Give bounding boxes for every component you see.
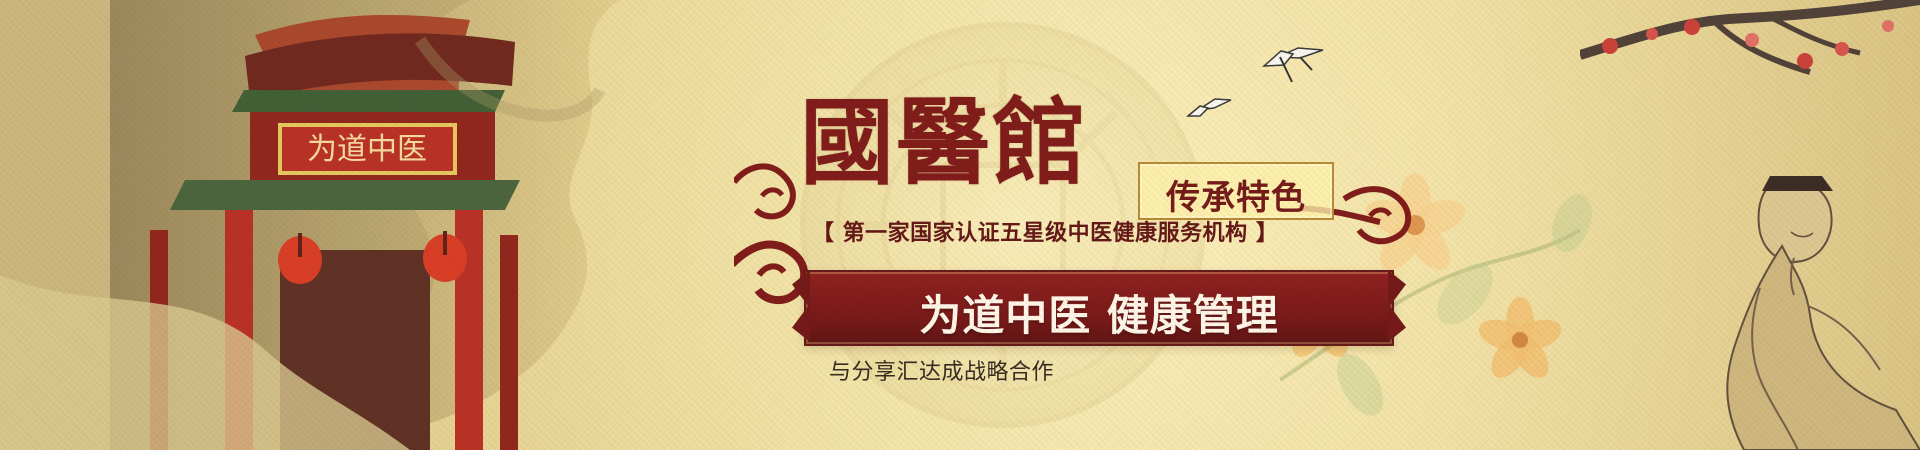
partnership-caption: 与分享汇达成战略合作 (829, 360, 1055, 385)
crane-birds-illustration (1185, 47, 1324, 117)
hero-title: 國醫館 (800, 88, 1089, 198)
sage-portrait-illustration (1726, 176, 1920, 450)
signboard-text: 为道中医 (307, 132, 427, 167)
heritage-badge-text: 传承特色 (1166, 178, 1306, 218)
ribbon-text: 为道中医 健康管理 (919, 291, 1279, 340)
heritage-badge: 传承特色 (1138, 162, 1334, 220)
headline-group: 國醫館 传承特色 【 第一家国家认证五星级中医健康服务机构 】 为道中医 健康管… (734, 96, 1460, 385)
main-ribbon: 为道中医 健康管理 (804, 270, 1394, 346)
hero-subtitle: 【 第一家国家认证五星级中医健康服务机构 】 (812, 220, 1279, 246)
plum-branch-illustration (1580, 0, 1920, 75)
temple-gate-illustration: 为道中医 (0, 0, 620, 450)
